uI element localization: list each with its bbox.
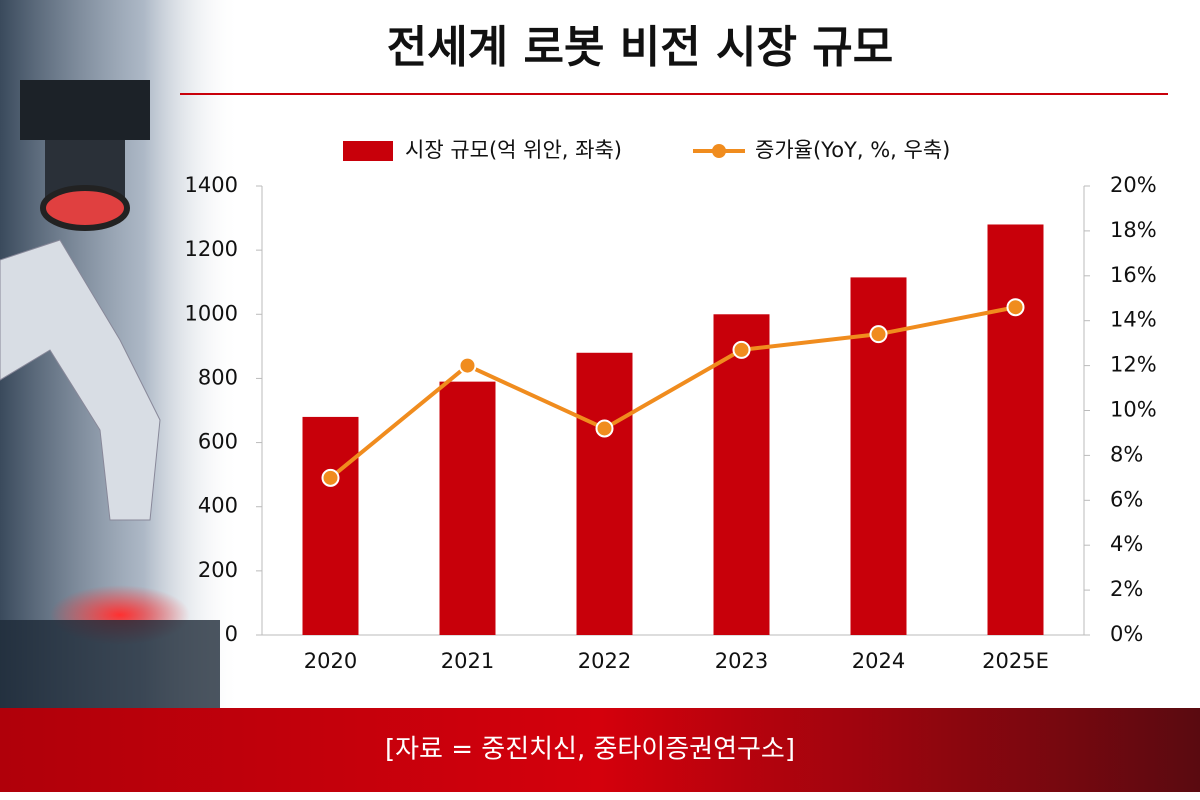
y-tick-label: 1000: [185, 301, 238, 325]
bar: [576, 352, 633, 635]
x-tick-label: 2024: [852, 649, 905, 673]
line-point: [869, 325, 888, 344]
legend-label: 시장 규모(억 위안, 좌축): [405, 138, 622, 162]
x-tick-label: 2021: [441, 649, 494, 673]
y2-tick-label: 16%: [1110, 263, 1157, 287]
legend-label: 증가율(YoY, %, 우축): [755, 138, 950, 162]
bar: [302, 416, 359, 635]
decor-ring-light: [40, 185, 130, 231]
y-tick-label: 600: [198, 430, 238, 454]
decor-camera: [20, 80, 150, 140]
y2-tick-label: 12%: [1110, 353, 1157, 377]
legend-swatch: [712, 144, 726, 158]
x-tick-label: 2022: [578, 649, 631, 673]
bar: [987, 224, 1044, 635]
y2-tick-label: 2%: [1110, 577, 1143, 601]
y2-tick-label: 6%: [1110, 487, 1143, 511]
y-tick-label: 400: [198, 494, 238, 518]
y2-tick-label: 20%: [1110, 173, 1157, 197]
y2-tick-label: 14%: [1110, 308, 1157, 332]
y-tick-label: 1400: [185, 173, 238, 197]
line-point: [321, 468, 340, 487]
line-point: [1006, 298, 1025, 317]
y-tick-label: 200: [198, 558, 238, 582]
bar: [439, 381, 496, 635]
bar: [713, 314, 770, 635]
line-point: [458, 356, 477, 375]
decor-robot-arm: [0, 239, 161, 521]
source-note: [자료 = 중진치신, 중타이증권연구소]: [385, 735, 795, 765]
chart-title: 전세계 로봇 비전 시장 규모: [387, 22, 894, 73]
x-tick-label: 2020: [304, 649, 357, 673]
x-tick-label: 2023: [715, 649, 768, 673]
y-tick-label: 800: [198, 365, 238, 389]
decor-board: [0, 620, 220, 710]
y-tick-label: 1200: [185, 237, 238, 261]
y2-tick-label: 18%: [1110, 218, 1157, 242]
x-tick-label: 2025E: [982, 649, 1049, 673]
legend-swatch: [343, 141, 393, 161]
y2-tick-label: 4%: [1110, 532, 1143, 556]
y2-tick-label: 10%: [1110, 398, 1157, 422]
line-point: [595, 419, 614, 438]
source-band: [0, 708, 1200, 792]
y2-tick-label: 8%: [1110, 442, 1143, 466]
y2-tick-label: 0%: [1110, 622, 1143, 646]
y-tick-label: 0: [225, 622, 238, 646]
line: [329, 305, 1016, 480]
line-point: [732, 340, 751, 359]
